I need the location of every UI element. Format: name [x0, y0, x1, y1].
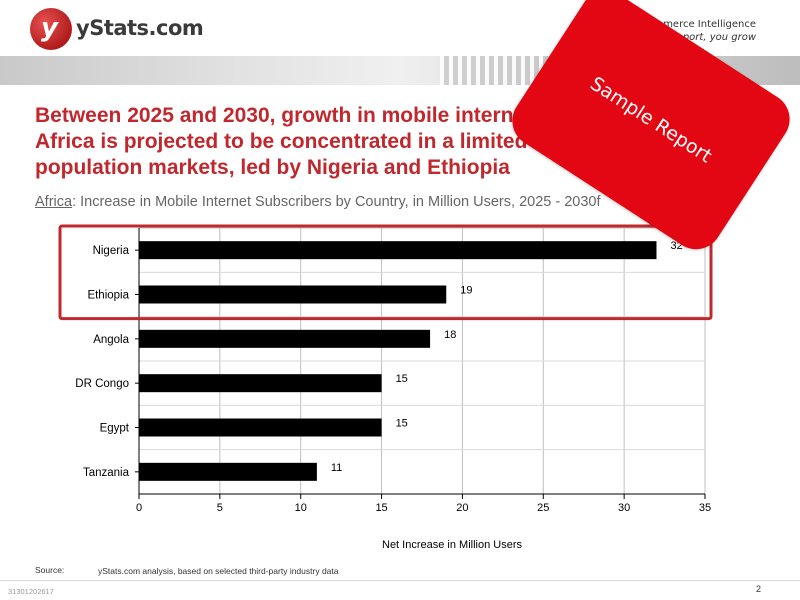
tagline-line-1: Global E-Commerce Intelligence — [595, 19, 756, 30]
x-tick-label: 5 — [217, 502, 223, 514]
data-label: 19 — [460, 285, 472, 297]
x-axis-title: Net Increase in Million Users — [382, 539, 522, 551]
x-tick-label: 25 — [537, 502, 549, 514]
category-label: Ethiopia — [87, 290, 129, 302]
bar — [139, 241, 657, 260]
subtitle-region: Africa — [35, 194, 73, 210]
data-label: 15 — [396, 418, 408, 430]
data-label: 15 — [396, 373, 408, 385]
bar — [139, 462, 317, 481]
category-label: DR Congo — [75, 378, 129, 390]
bar — [139, 418, 382, 437]
data-label: 11 — [331, 462, 342, 474]
category-label: Tanzania — [83, 467, 130, 479]
page-number: 2 — [756, 584, 762, 594]
subtitle-rest: : Increase in Mobile Internet Subscriber… — [72, 194, 601, 210]
x-tick-label: 15 — [375, 502, 387, 514]
tagline: Global E-Commerce Intelligence we report… — [595, 18, 756, 44]
bar — [139, 329, 431, 348]
highlight-box — [58, 224, 713, 321]
x-tick-label: 30 — [618, 502, 630, 514]
logo-letter: y — [41, 13, 58, 43]
document-id: 31301202617 — [8, 587, 54, 596]
x-tick-label: 35 — [699, 502, 711, 514]
logo-circle-icon — [30, 8, 72, 50]
x-tick-label: 10 — [295, 502, 307, 514]
logo-text: yStats.com — [76, 16, 204, 40]
footer-divider — [0, 580, 800, 581]
category-label: Nigeria — [93, 245, 130, 257]
bar — [139, 285, 447, 304]
source-label: Source: — [35, 565, 65, 575]
category-label: Egypt — [100, 423, 130, 435]
tagline-line-2: we report, you grow — [655, 32, 756, 43]
category-label: Angola — [93, 334, 129, 346]
chart-subtitle: Africa: Increase in Mobile Internet Subs… — [35, 194, 601, 210]
data-label: 18 — [444, 329, 456, 341]
source-text: yStats.com analysis, based on selected t… — [98, 566, 339, 576]
x-tick-label: 20 — [456, 502, 468, 514]
x-tick-label: 0 — [136, 502, 142, 514]
ystats-logo[interactable]: y yStats.com — [30, 8, 204, 50]
bar — [139, 374, 382, 393]
